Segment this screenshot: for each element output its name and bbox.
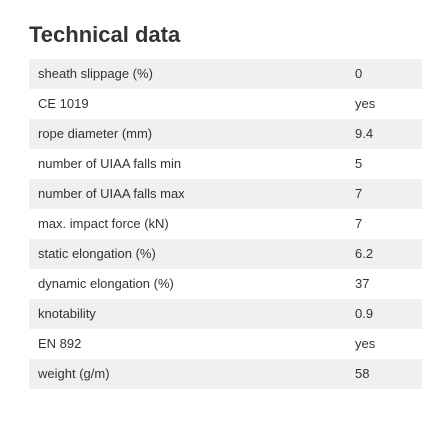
technical-data-section: Technical data sheath slippage (%) 0 CE … [29,22,422,389]
row-value: 0 [355,66,363,81]
row-value: 37 [355,276,370,291]
table-row: CE 1019 yes [29,89,422,119]
row-label: static elongation (%) [38,246,156,261]
row-value: 0.9 [355,306,374,321]
table-row: weight (g/m) 58 [29,359,422,389]
row-value: 9.4 [355,126,374,141]
row-label: max. impact force (kN) [38,216,169,231]
row-value: yes [355,96,376,111]
table-row: number of UIAA falls min 5 [29,149,422,179]
row-label: number of UIAA falls min [38,156,182,171]
row-label: EN 892 [38,336,82,351]
table-row: EN 892 yes [29,329,422,359]
technical-data-table: sheath slippage (%) 0 CE 1019 yes rope d… [29,59,422,389]
table-row: dynamic elongation (%) 37 [29,269,422,299]
row-label: knotability [38,306,96,321]
row-value: yes [355,336,376,351]
table-row: number of UIAA falls max 7 [29,179,422,209]
row-label: weight (g/m) [38,366,110,381]
table-row: sheath slippage (%) 0 [29,59,422,89]
table-row: static elongation (%) 6.2 [29,239,422,269]
row-label: number of UIAA falls max [38,186,185,201]
row-value: 5 [355,156,363,171]
row-value: 58 [355,366,370,381]
row-value: 7 [355,216,363,231]
row-value: 7 [355,186,363,201]
section-title: Technical data [29,22,181,47]
row-label: CE 1019 [38,96,89,111]
row-value: 6.2 [355,246,374,261]
row-label: dynamic elongation (%) [38,276,174,291]
table-row: rope diameter (mm) 9.4 [29,119,422,149]
row-label: rope diameter (mm) [38,126,153,141]
row-label: sheath slippage (%) [38,66,153,81]
table-row: knotability 0.9 [29,299,422,329]
table-row: max. impact force (kN) 7 [29,209,422,239]
